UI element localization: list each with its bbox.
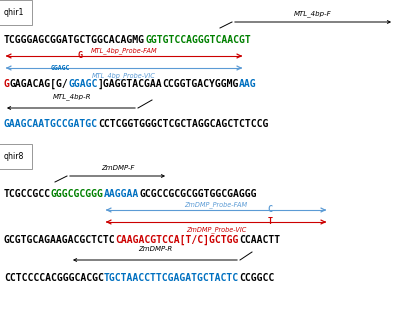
Text: GGAGC: GGAGC: [50, 65, 70, 71]
Text: qhir1: qhir1: [4, 8, 24, 17]
Text: MTL_4bp_Probe-VIC: MTL_4bp_Probe-VIC: [92, 73, 156, 79]
Text: T: T: [268, 217, 272, 227]
Text: G: G: [78, 52, 82, 60]
Text: ]GAGGTACGAA: ]GAGGTACGAA: [98, 79, 163, 89]
Text: ZmDMP_Probe-VIC: ZmDMP_Probe-VIC: [186, 227, 246, 234]
Text: MTL_4bp-R: MTL_4bp-R: [53, 93, 91, 100]
Text: TGCTAACCTTCGAGATGCTACTC: TGCTAACCTTCGAGATGCTACTC: [104, 273, 239, 283]
Text: CCTCCCCACGGGCACGC: CCTCCCCACGGGCACGC: [4, 273, 104, 283]
Text: ZmDMP_Probe-FAM: ZmDMP_Probe-FAM: [184, 202, 248, 208]
Text: GAGACAG[G/: GAGACAG[G/: [10, 79, 69, 89]
Text: AAG: AAG: [239, 79, 257, 89]
Text: ZmDMP-R: ZmDMP-R: [138, 246, 172, 252]
Text: AAGGAA: AAGGAA: [104, 189, 139, 199]
Text: TCGGGAGCGGATGCTGGCACAGMG: TCGGGAGCGGATGCTGGCACAGMG: [4, 35, 145, 45]
Text: G: G: [4, 79, 10, 89]
Text: ZmDMP-F: ZmDMP-F: [101, 165, 135, 171]
Text: GGTGTCCAGGGTCAACGT: GGTGTCCAGGGTCAACGT: [145, 35, 251, 45]
Text: GCGTGCAGAAGACGCTCTC: GCGTGCAGAAGACGCTCTC: [4, 235, 116, 245]
Text: GGAGC: GGAGC: [69, 79, 98, 89]
Text: GGGCGCGGG: GGGCGCGGG: [51, 189, 104, 199]
Text: CAAGACGTCCA[T/C]GCTGG: CAAGACGTCCA[T/C]GCTGG: [116, 235, 239, 245]
Text: CCGGCC: CCGGCC: [239, 273, 274, 283]
Text: GCGCCGCGCGGTGGCGAGGG: GCGCCGCGCGGTGGCGAGGG: [139, 189, 257, 199]
Text: TCGCCGCC: TCGCCGCC: [4, 189, 51, 199]
Text: CCGGTGACYGGMG: CCGGTGACYGGMG: [163, 79, 239, 89]
Text: qhir8: qhir8: [4, 152, 24, 161]
Text: GAAGCAATGCCGATGC: GAAGCAATGCCGATGC: [4, 119, 98, 129]
Text: CCTCGGTGGGCTCGCTAGGCAGCTCTCCG: CCTCGGTGGGCTCGCTAGGCAGCTCTCCG: [98, 119, 268, 129]
Text: CCAACTT: CCAACTT: [239, 235, 280, 245]
Text: MTL_4bp_Probe-FAM: MTL_4bp_Probe-FAM: [91, 48, 157, 54]
Text: C: C: [268, 205, 272, 215]
Text: MTL_4bp-F: MTL_4bp-F: [294, 10, 332, 17]
